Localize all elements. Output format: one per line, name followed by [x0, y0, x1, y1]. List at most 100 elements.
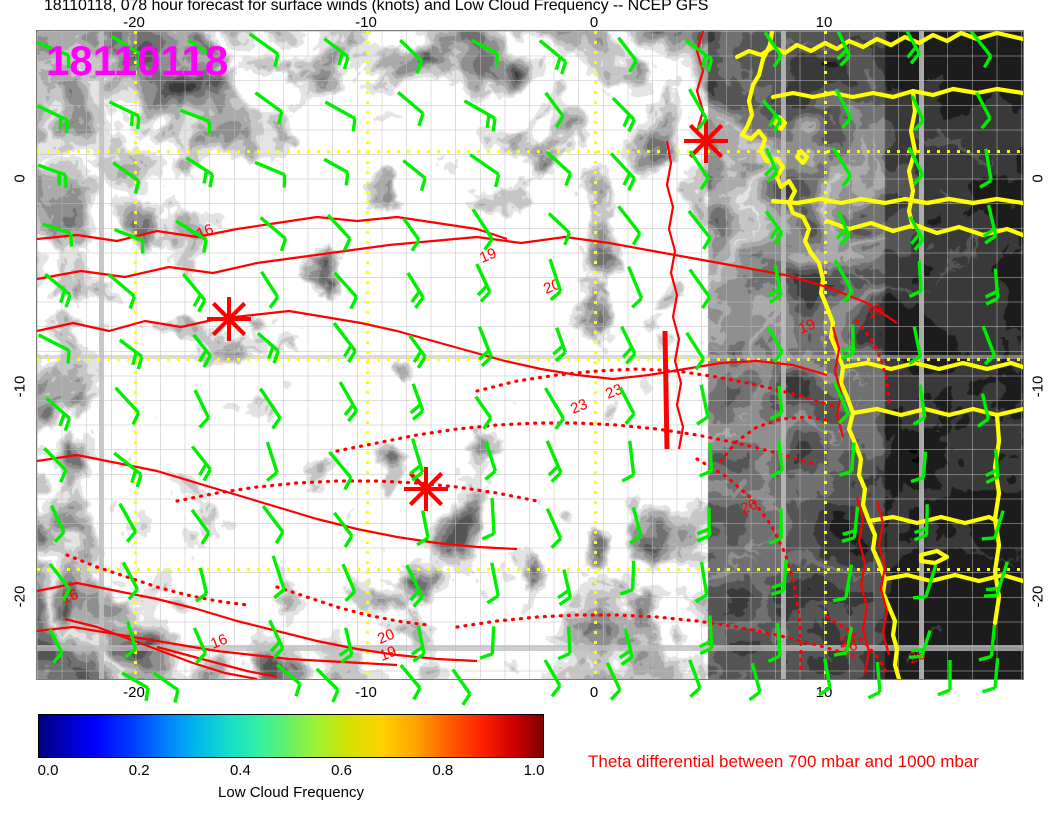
barb-shaft: [611, 96, 636, 121]
wind-barb: [694, 561, 709, 604]
wind-barb: [688, 150, 710, 191]
barb-shaft: [324, 100, 356, 120]
barb-shaft: [968, 31, 993, 58]
barb-shaft: [764, 210, 784, 235]
contour-label-16-4: 16: [864, 301, 886, 323]
barb-flag: [419, 177, 427, 192]
wind-barb: [470, 38, 500, 67]
barb-shaft: [416, 625, 426, 655]
barb-flag: [557, 589, 570, 600]
barb-flag: [202, 239, 208, 253]
wind-barb: [684, 38, 714, 73]
barb-shaft: [254, 91, 283, 114]
barb-shaft: [543, 387, 566, 420]
wind-barb: [409, 383, 425, 421]
marker-2[interactable]: [207, 297, 251, 341]
barb-shaft: [688, 268, 711, 299]
barb-flag: [273, 588, 286, 600]
barb-flag: [342, 344, 353, 358]
barb-flag: [129, 112, 135, 127]
barb-flag: [64, 294, 72, 308]
barb-shaft: [258, 387, 282, 419]
barb-shaft: [688, 150, 710, 180]
barb-shaft: [113, 227, 144, 243]
wind-barb: [37, 333, 71, 364]
wind-barb: [618, 628, 634, 667]
wind-barb: [841, 506, 860, 543]
barb-flag: [412, 350, 423, 364]
barb-flag: [415, 60, 424, 74]
barb-shaft: [406, 272, 425, 299]
contour-label-19-11: 19: [377, 643, 399, 665]
barb-flag: [564, 172, 573, 187]
barb-flag: [701, 54, 708, 68]
barb-flag: [135, 53, 142, 67]
x-tick-top--20: -20: [123, 14, 145, 31]
barb-shaft: [474, 395, 493, 419]
theta-contour-solid-3: [37, 453, 518, 551]
contour-label-20-10: 20: [375, 626, 397, 648]
barb-shaft: [609, 152, 636, 180]
wind-barb: [620, 325, 637, 365]
wind-barb: [48, 628, 64, 664]
wind-barb: [271, 555, 286, 600]
theta-contour-dotted-5: [65, 553, 249, 607]
barb-flag: [908, 355, 922, 366]
barb-shaft: [126, 620, 138, 650]
wind-barb: [37, 163, 68, 189]
barb-shaft: [190, 508, 211, 534]
marker-1[interactable]: [684, 119, 728, 163]
wind-barb: [44, 272, 72, 308]
barb-shaft: [37, 104, 69, 122]
barb-flag: [769, 226, 780, 240]
x-tick-0: 0: [589, 684, 599, 701]
theta-contour-solid-9: [875, 500, 891, 656]
barb-flag: [979, 179, 993, 189]
barb-shaft: [107, 273, 136, 298]
theta-contour-dotted-4: [695, 457, 803, 677]
barb-flag: [130, 469, 138, 484]
barb-shaft: [490, 626, 496, 654]
wind-barb: [181, 272, 207, 313]
barb-flag: [696, 527, 710, 536]
barb-flag: [621, 473, 635, 483]
wind-barb: [41, 222, 74, 247]
theta-contour-dotted-0: [475, 367, 839, 409]
barb-flag: [344, 172, 350, 186]
wind-barb: [832, 564, 854, 603]
barb-flag: [702, 236, 712, 250]
coastline-path-2: [906, 88, 918, 230]
barb-flag: [560, 61, 568, 75]
wind-barb: [908, 326, 923, 366]
wind-barb: [557, 626, 572, 661]
barb-flag: [908, 654, 922, 660]
wind-barb: [767, 264, 783, 304]
barb-shaft: [397, 91, 425, 115]
wind-barb: [767, 622, 782, 664]
map-panel[interactable]: 161920191623232616162019242626: [36, 30, 1024, 680]
barb-shaft: [763, 31, 783, 57]
barb-flag: [554, 115, 565, 129]
barb-flag: [58, 116, 63, 131]
barb-flag: [410, 290, 421, 303]
x-tick-top--10: -10: [355, 14, 377, 31]
colorbar-tick-0.8: 0.8: [432, 762, 454, 779]
barb-shaft: [110, 34, 141, 56]
barb-shaft: [268, 619, 285, 649]
barb-flag: [409, 403, 422, 415]
wind-barb: [179, 108, 212, 135]
barb-flag: [910, 648, 925, 653]
x-tick-top-0: 0: [589, 14, 599, 31]
barb-shaft: [48, 628, 64, 654]
barb-shaft: [907, 146, 925, 176]
wind-barb: [833, 259, 854, 303]
barb-flag: [984, 468, 999, 478]
map-inner: 161920191623232616162019242626: [37, 31, 1023, 679]
barb-shaft: [618, 386, 636, 415]
barb-flag: [985, 586, 1000, 592]
wind-barb: [110, 34, 142, 67]
wind-barb: [617, 205, 642, 246]
wind-barb: [326, 213, 352, 252]
barb-shaft: [626, 265, 644, 299]
wind-barb: [118, 338, 144, 370]
